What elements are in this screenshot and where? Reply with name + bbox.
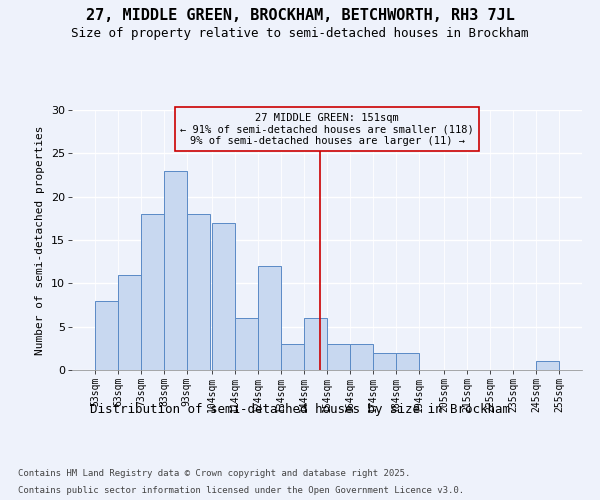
Text: 27, MIDDLE GREEN, BROCKHAM, BETCHWORTH, RH3 7JL: 27, MIDDLE GREEN, BROCKHAM, BETCHWORTH, … <box>86 8 514 22</box>
Text: Contains public sector information licensed under the Open Government Licence v3: Contains public sector information licen… <box>18 486 464 495</box>
Bar <box>118 274 141 370</box>
Text: Size of property relative to semi-detached houses in Brockham: Size of property relative to semi-detach… <box>71 28 529 40</box>
Bar <box>396 352 419 370</box>
Bar <box>164 170 187 370</box>
Bar <box>373 352 396 370</box>
Bar <box>95 300 118 370</box>
Bar <box>212 222 235 370</box>
Text: Contains HM Land Registry data © Crown copyright and database right 2025.: Contains HM Land Registry data © Crown c… <box>18 468 410 477</box>
Text: Distribution of semi-detached houses by size in Brockham: Distribution of semi-detached houses by … <box>90 402 510 415</box>
Bar <box>304 318 327 370</box>
Bar <box>327 344 350 370</box>
Y-axis label: Number of semi-detached properties: Number of semi-detached properties <box>35 125 46 355</box>
Text: 27 MIDDLE GREEN: 151sqm
← 91% of semi-detached houses are smaller (118)
9% of se: 27 MIDDLE GREEN: 151sqm ← 91% of semi-de… <box>180 112 474 146</box>
Bar <box>187 214 210 370</box>
Bar <box>350 344 373 370</box>
Bar <box>258 266 281 370</box>
Bar <box>536 362 559 370</box>
Bar <box>141 214 164 370</box>
Bar <box>235 318 258 370</box>
Bar <box>281 344 304 370</box>
